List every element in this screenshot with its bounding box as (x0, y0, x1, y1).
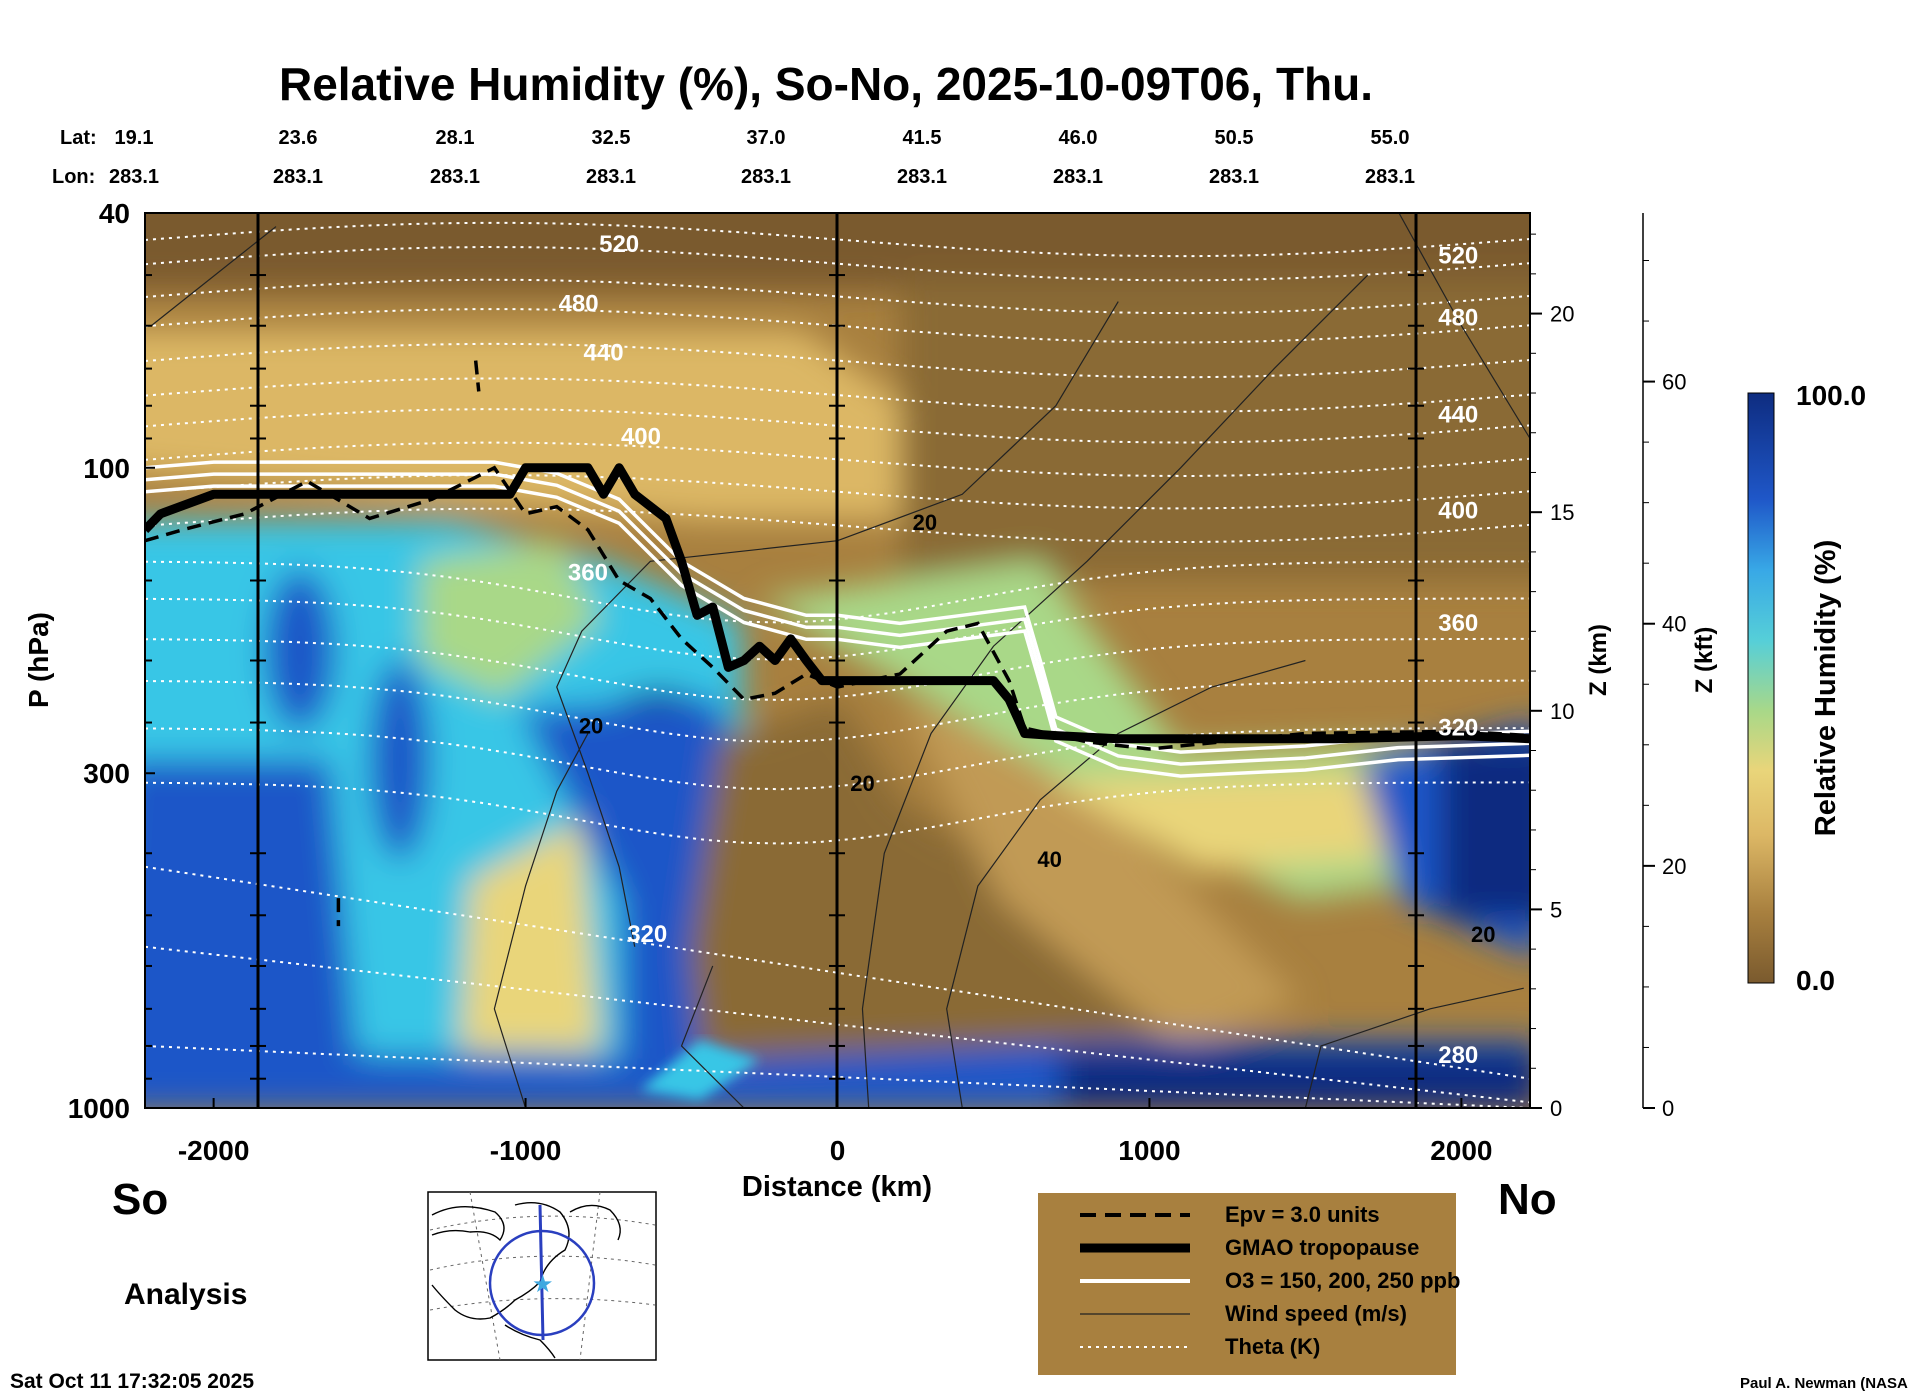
legend-label: Epv = 3.0 units (1225, 1202, 1380, 1227)
z-kft-axis-label: Z (kft) (1691, 627, 1718, 694)
inset-map-star-icon: ★ (532, 1271, 554, 1298)
lon-value: 283.1 (109, 166, 159, 188)
lon-value: 283.1 (897, 166, 947, 188)
theta-contour-label: 320 (627, 921, 667, 948)
x-axis-label: Distance (km) (742, 1171, 932, 1203)
z-km-axis-label: Z (km) (1585, 624, 1612, 696)
z-km-tick-label: 0 (1550, 1096, 1562, 1121)
lat-value: 28.1 (436, 127, 475, 149)
lon-value: 283.1 (1053, 166, 1103, 188)
colorbar: 100.0 0.0 Relative Humidity (%) (1747, 380, 1866, 996)
z-km-tick-label: 10 (1550, 699, 1574, 724)
y-tick-label: 1000 (68, 1093, 130, 1124)
z-kft-tick-label: 0 (1662, 1096, 1674, 1121)
lon-value: 283.1 (1365, 166, 1415, 188)
credit: Paul A. Newman (NASA (1740, 1375, 1908, 1392)
chart-title: Relative Humidity (%), So-No, 2025-10-09… (279, 58, 1373, 110)
y-axis-label: P (hPa) (23, 612, 54, 708)
lon-value: 283.1 (1209, 166, 1259, 188)
legend: Epv = 3.0 units GMAO tropopause O3 = 150, … (1038, 1193, 1460, 1375)
z-kft-tick-label: 40 (1662, 612, 1686, 637)
y-tick-label: 100 (83, 453, 130, 484)
z-kft-tick-label: 60 (1662, 370, 1686, 395)
lat-value: 19.1 (115, 127, 154, 149)
lon-value: 283.1 (430, 166, 480, 188)
legend-item: Theta (K) (1080, 1334, 1320, 1359)
x-tick-label: -1000 (490, 1135, 562, 1166)
south-label: So (112, 1175, 168, 1224)
analysis-label: Analysis (124, 1278, 247, 1311)
legend-label: GMAO tropopause (1225, 1235, 1419, 1260)
y-tick-label: 40 (99, 198, 130, 229)
lat-value: 50.5 (1215, 127, 1254, 149)
theta-contour-label: 480 (1438, 305, 1478, 332)
legend-label: O3 = 150, 200, 250 ppb (1225, 1268, 1460, 1293)
wind-contour-label: 20 (579, 713, 603, 738)
gmao-tropopause-line (145, 463, 1530, 744)
inset-map: ★ (427, 1191, 657, 1361)
colorbar-min-label: 0.0 (1796, 965, 1835, 996)
lat-value: 41.5 (903, 127, 942, 149)
lon-value: 283.1 (273, 166, 323, 188)
theta-contour-label: 440 (584, 340, 624, 367)
legend-label: Wind speed (m/s) (1225, 1301, 1407, 1326)
lat-value: 55.0 (1371, 127, 1410, 149)
x-tick-label: 0 (830, 1135, 846, 1166)
humidity-field: 520480440400360320520480440400360320280 … (145, 213, 1530, 1108)
theta-contour-label: 520 (599, 231, 639, 258)
x-tick-label: -2000 (178, 1135, 250, 1166)
lat-label: Lat: (60, 127, 97, 149)
x-tick-label: 1000 (1118, 1135, 1180, 1166)
legend-label: Theta (K) (1225, 1334, 1320, 1359)
theta-contour-label: 480 (559, 290, 599, 317)
wind-contour-label: 40 (1037, 847, 1061, 872)
legend-item: O3 = 150, 200, 250 ppb (1080, 1268, 1460, 1293)
z-kft-tick-label: 20 (1662, 854, 1686, 879)
theta-contour-label: 360 (568, 560, 608, 587)
wind-contour-label: 20 (913, 510, 937, 535)
colorbar-title: Relative Humidity (%) (1810, 540, 1842, 837)
z-km-tick-label: 5 (1550, 897, 1562, 922)
lat-value: 46.0 (1059, 127, 1098, 149)
wind-contour-label: 20 (1471, 922, 1495, 947)
wind-contour-label: 20 (850, 771, 874, 796)
north-label: No (1498, 1175, 1557, 1224)
x-tick-label: 2000 (1430, 1135, 1492, 1166)
lat-value: 23.6 (279, 127, 318, 149)
z-km-tick-label: 20 (1550, 302, 1574, 327)
theta-contour-label: 280 (1438, 1042, 1478, 1069)
latlon-header: Lat: Lon: 19.1 23.6 28.1 32.5 37.0 41.5 46.0 50… (52, 127, 1415, 188)
y-tick-label: 300 (83, 758, 130, 789)
lat-value: 32.5 (592, 127, 631, 149)
inset-map-section-line (538, 1204, 545, 1341)
lon-value: 283.1 (586, 166, 636, 188)
theta-contour-label: 520 (1438, 243, 1478, 270)
legend-item: Wind speed (m/s) (1080, 1301, 1407, 1326)
lon-value: 283.1 (741, 166, 791, 188)
legend-item: GMAO tropopause (1080, 1235, 1419, 1260)
colorbar-max-label: 100.0 (1796, 380, 1866, 411)
theta-contour-label: 360 (1438, 610, 1478, 637)
lon-label: Lon: (52, 166, 95, 188)
theta-contour-label: 400 (1438, 497, 1478, 524)
timestamp: Sat Oct 11 17:32:05 2025 (10, 1370, 254, 1393)
z-km-tick-label: 15 (1550, 500, 1574, 525)
lat-value: 37.0 (747, 127, 786, 149)
theta-contour-label: 400 (621, 424, 661, 451)
legend-item: Epv = 3.0 units (1080, 1202, 1380, 1227)
theta-contour-label: 320 (1438, 715, 1478, 742)
theta-contour-label: 440 (1438, 402, 1478, 429)
